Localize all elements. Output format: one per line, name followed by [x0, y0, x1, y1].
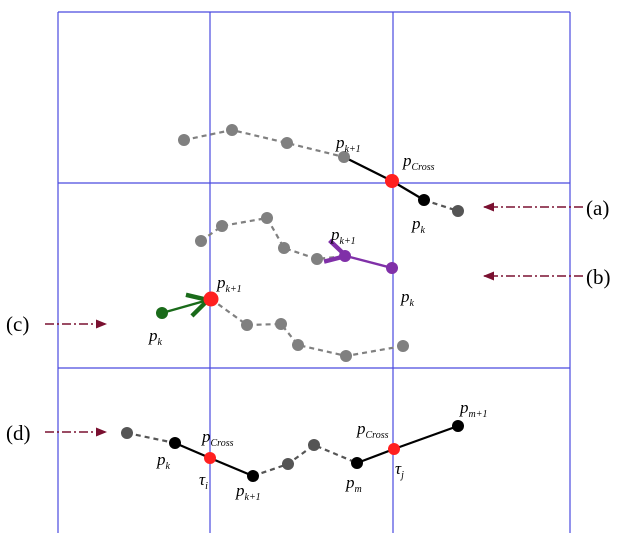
grid	[57, 11, 571, 533]
label-d-pm: pm	[345, 473, 362, 495]
pointer-arrows	[45, 202, 583, 437]
trajectory-d-dashed-middle	[252, 443, 358, 478]
label-c-pk: pk	[148, 326, 163, 348]
trajectory-d-point	[121, 427, 133, 439]
label-b-pk: pk	[400, 287, 415, 309]
trajectory-a-point	[452, 205, 464, 217]
label-a-pk: pk	[411, 214, 426, 236]
trajectory-a-point-pk1	[338, 151, 350, 163]
label-d-pk1: pk+1	[235, 481, 261, 503]
trajectory-d-dashed-segment	[126, 431, 176, 445]
label-c-pk1: pk+1	[216, 273, 242, 295]
trajectory-b-point	[278, 242, 290, 254]
trajectory-a-dashed-path	[183, 128, 345, 159]
trajectory-d-point-pm1	[452, 420, 464, 432]
trajectory-b-point	[216, 220, 228, 232]
trajectory-b-point	[261, 212, 273, 224]
trajectory-d-solid-segment	[356, 447, 395, 465]
row-label-a: (a)	[586, 196, 609, 220]
trajectory-b-point	[195, 235, 207, 247]
trajectory-d-point-pk	[169, 437, 181, 449]
trajectory-a-solid-segment-1	[343, 156, 393, 182]
trajectory-b-purple-arrow	[346, 256, 393, 270]
trajectory-d-point-pm	[351, 457, 363, 469]
point-labels: pk+1 pCross pk pk+1 pk pk+1 pk pk pCross…	[148, 133, 487, 503]
trajectory-c	[156, 291, 409, 362]
trajectory-a-point	[178, 134, 190, 146]
trajectory-d-solid-segment	[209, 456, 254, 478]
trajectory-d-solid-segment	[393, 424, 459, 451]
trajectory-c-green-arrow	[161, 300, 208, 313]
trajectory-c-point-pk1	[203, 291, 219, 307]
trajectory-d-point-pk1	[247, 470, 259, 482]
trajectory-c-point	[241, 319, 253, 331]
label-b-pk1: pk+1	[330, 225, 356, 247]
trajectory-c-dashed-path	[210, 298, 404, 358]
trajectory-d-cross-point-2	[388, 443, 400, 455]
trajectory-d-point	[308, 439, 320, 451]
trajectory-d	[121, 420, 464, 482]
label-d-tau-i: τi	[199, 470, 208, 492]
label-d-pcross-2: pCross	[356, 419, 389, 441]
row-label-c: (c)	[6, 312, 29, 336]
label-a-pcross: pCross	[402, 151, 435, 173]
trajectory-b-point-pk	[386, 262, 398, 274]
trajectory-a-point	[226, 124, 238, 136]
trajectory-c-point	[340, 350, 352, 362]
trajectory-b-point-pk1	[339, 250, 351, 262]
trajectory-a-point	[281, 137, 293, 149]
trajectory-c-point	[292, 339, 304, 351]
trajectory-d-solid-segment	[174, 441, 211, 460]
label-a-pk1: pk+1	[335, 133, 361, 155]
trajectory-c-point	[397, 340, 409, 352]
row-label-d: (d)	[6, 421, 31, 445]
trajectory-d-point	[282, 458, 294, 470]
trajectory-b-point	[311, 253, 323, 265]
label-d-tau-j: τj	[395, 459, 404, 481]
row-label-b: (b)	[586, 265, 611, 289]
trajectory-a-point-pk	[418, 194, 430, 206]
trajectory-c-point	[275, 318, 287, 330]
trajectory-a-cross-point	[385, 174, 399, 188]
trajectory-d-cross-point-1	[204, 452, 216, 464]
trajectory-c-point-pk	[156, 307, 168, 319]
row-labels: (a) (b) (c) (d)	[6, 196, 611, 445]
label-d-pm1: pm+1	[459, 398, 487, 420]
label-d-pk: pk	[156, 450, 171, 472]
label-d-pcross-1: pCross	[201, 427, 234, 449]
trajectory-b	[195, 212, 398, 274]
trajectory-a	[178, 124, 464, 217]
